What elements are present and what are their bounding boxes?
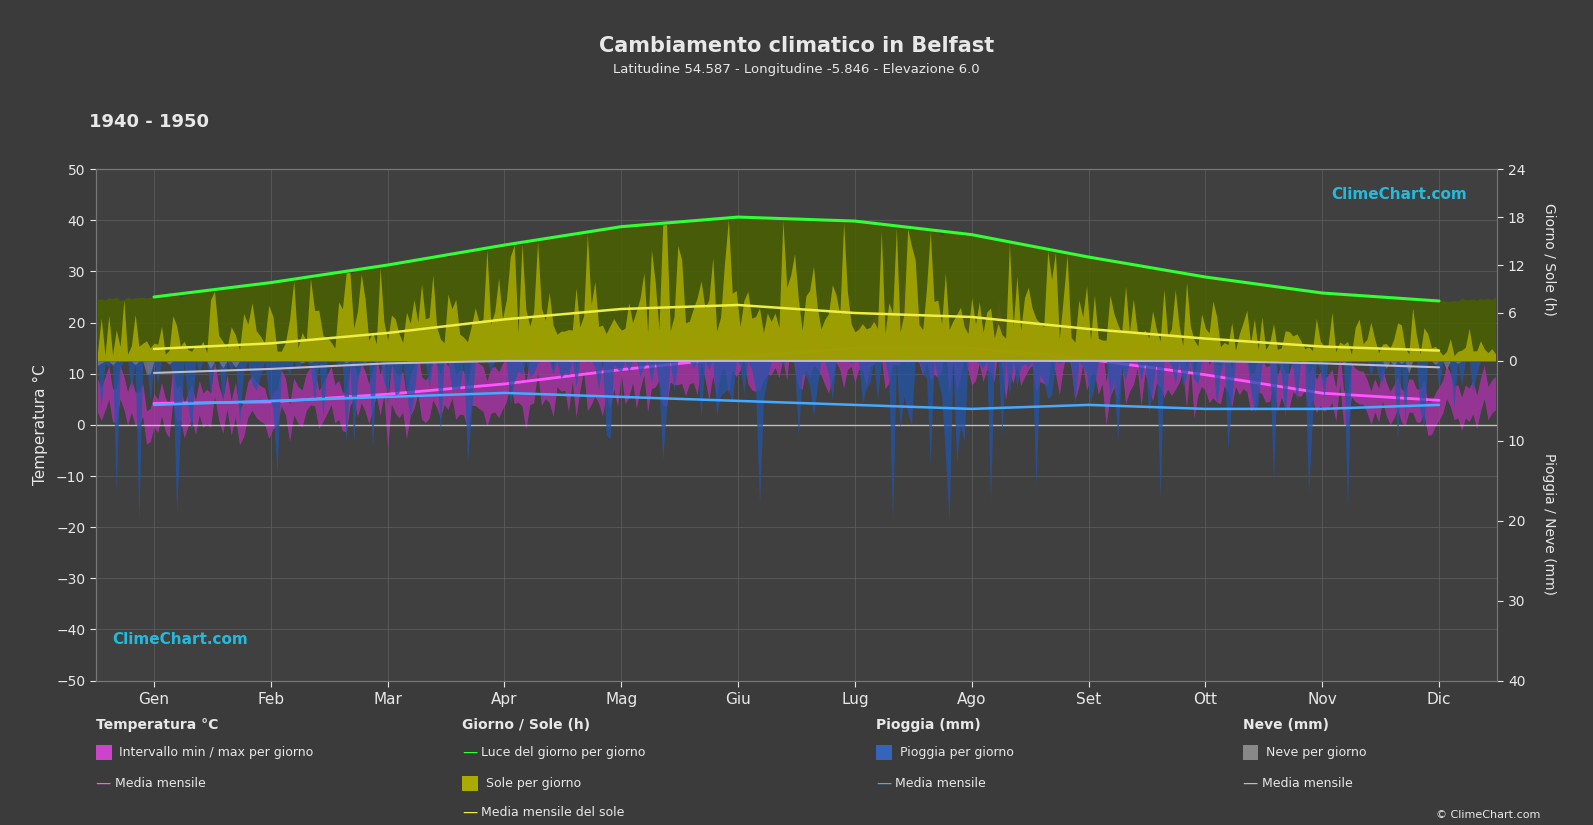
Text: Media mensile: Media mensile	[895, 777, 986, 790]
Text: —: —	[462, 745, 478, 760]
Text: ClimeChart.com: ClimeChart.com	[1330, 187, 1467, 202]
Text: Media mensile del sole: Media mensile del sole	[481, 806, 624, 819]
Text: ClimeChart.com: ClimeChart.com	[113, 633, 249, 648]
Text: —: —	[96, 776, 112, 791]
Text: 1940 - 1950: 1940 - 1950	[89, 113, 209, 131]
Text: —: —	[1243, 776, 1258, 791]
Text: Intervallo min / max per giorno: Intervallo min / max per giorno	[119, 746, 314, 759]
Y-axis label: Temperatura °C: Temperatura °C	[32, 365, 48, 485]
Text: Luce del giorno per giorno: Luce del giorno per giorno	[481, 746, 645, 759]
Text: Neve per giorno: Neve per giorno	[1266, 746, 1367, 759]
Text: Latitudine 54.587 - Longitudine -5.846 - Elevazione 6.0: Latitudine 54.587 - Longitudine -5.846 -…	[613, 63, 980, 76]
Text: Sole per giorno: Sole per giorno	[486, 777, 581, 790]
Text: Media mensile: Media mensile	[115, 777, 205, 790]
Text: Cambiamento climatico in Belfast: Cambiamento climatico in Belfast	[599, 36, 994, 56]
Text: Pioggia per giorno: Pioggia per giorno	[900, 746, 1013, 759]
Text: —: —	[462, 805, 478, 820]
Text: © ClimeChart.com: © ClimeChart.com	[1435, 810, 1540, 820]
Text: Pioggia (mm): Pioggia (mm)	[876, 718, 981, 732]
Text: Giorno / Sole (h): Giorno / Sole (h)	[1542, 204, 1556, 316]
Text: —: —	[876, 776, 892, 791]
Text: Neve (mm): Neve (mm)	[1243, 718, 1329, 732]
Text: Media mensile: Media mensile	[1262, 777, 1352, 790]
Text: Pioggia / Neve (mm): Pioggia / Neve (mm)	[1542, 453, 1556, 595]
Text: Temperatura °C: Temperatura °C	[96, 718, 218, 732]
Text: Giorno / Sole (h): Giorno / Sole (h)	[462, 718, 589, 732]
